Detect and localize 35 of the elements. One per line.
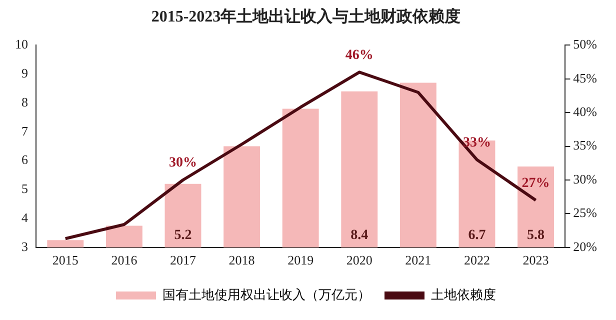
y2-tick-label: 40% — [573, 104, 598, 120]
y-tick-label: 8 — [22, 94, 28, 110]
data-label: 46% — [345, 48, 374, 63]
chart-title: 2015-2023年土地出让收入与土地财政依赖度 — [151, 6, 461, 26]
y-tick-label: 9 — [22, 66, 28, 81]
y-tick-label: 5 — [22, 181, 28, 196]
y-tick-label: 6 — [22, 152, 28, 168]
x-tick-label: 2016 — [111, 252, 138, 268]
y2-tick-label: 35% — [573, 138, 598, 153]
x-tick-label: 2017 — [170, 252, 196, 268]
x-tick-label: 2022 — [464, 252, 490, 268]
x-tick-label: 2018 — [228, 252, 255, 268]
y-tick-label: 7 — [22, 123, 28, 138]
x-tick-label: 2015 — [52, 252, 78, 268]
y-tick-label: 10 — [15, 36, 28, 52]
y2-tick-label: 25% — [573, 205, 598, 220]
data-label: 6.7 — [468, 228, 486, 244]
data-label: 8.4 — [350, 228, 368, 244]
x-tick-label: 2020 — [346, 252, 372, 268]
y2-tick-label: 20% — [573, 238, 598, 254]
legend-label: 土地依赖度 — [431, 286, 496, 302]
x-tick-label: 2021 — [405, 252, 432, 268]
y2-tick-label: 30% — [573, 171, 598, 186]
y2-tick-label: 45% — [573, 70, 598, 86]
y2-tick-label: 50% — [573, 36, 598, 52]
legend-label: 国有土地使用权出让收入（万亿元） — [162, 286, 370, 302]
y-tick-label: 3 — [22, 238, 28, 254]
data-label: 27% — [522, 176, 550, 191]
y-tick-label: 4 — [22, 210, 28, 225]
x-tick-label: 2019 — [288, 252, 314, 268]
data-label: 33% — [462, 135, 491, 150]
data-label: 5.2 — [174, 228, 192, 244]
x-tick-label: 2023 — [522, 252, 549, 268]
data-label: 5.8 — [527, 228, 545, 244]
data-label: 30% — [168, 156, 197, 171]
